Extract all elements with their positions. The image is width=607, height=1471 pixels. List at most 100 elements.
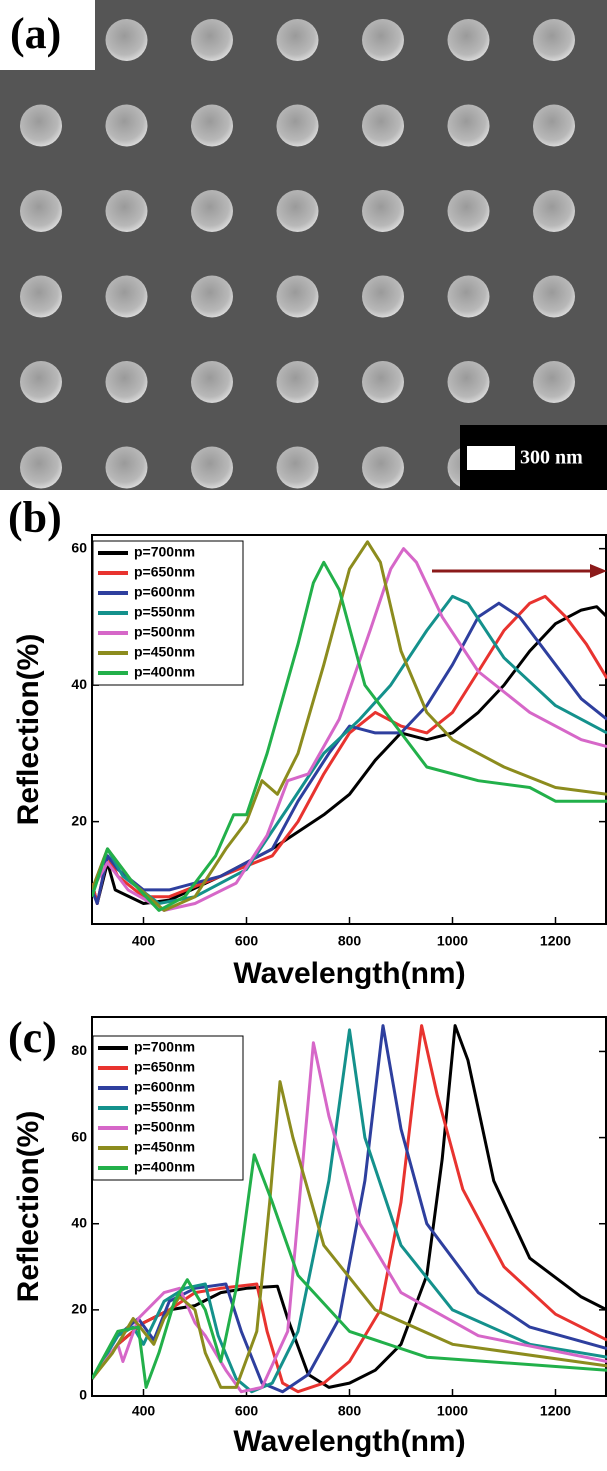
pillar (20, 275, 62, 318)
x-tick-label: 400 (132, 933, 156, 949)
pillar (20, 361, 62, 403)
legend-label: p=700nm (134, 544, 195, 560)
pillar (533, 190, 575, 232)
legend-label: p=600nm (134, 1079, 195, 1095)
pillar (20, 104, 62, 147)
y-axis-title: Reflection(%) (12, 634, 45, 826)
pillar (105, 19, 148, 61)
pillar (362, 104, 404, 147)
sem-background (0, 0, 607, 490)
series-lines (92, 540, 607, 912)
legend-label: p=450nm (134, 644, 195, 660)
y-tick-label: 20 (71, 812, 87, 828)
pillar (105, 446, 148, 489)
pillar (276, 19, 319, 61)
legend-label: p=400nm (134, 1159, 195, 1175)
legend-label: p=650nm (134, 564, 195, 580)
pillar (191, 361, 233, 403)
y-tick-label: 40 (71, 1214, 87, 1230)
y-tick-label: 40 (71, 676, 87, 692)
x-tick-label: 1000 (437, 933, 468, 949)
series-line (92, 594, 607, 905)
pillar (191, 446, 233, 489)
x-tick-label: 1200 (540, 933, 571, 949)
pillar (276, 361, 319, 403)
pillar (362, 190, 404, 232)
y-tick-label: 80 (71, 1042, 87, 1058)
panel-label: (c) (8, 1013, 57, 1062)
pillar (533, 19, 575, 61)
pillar (191, 190, 233, 232)
pillar (191, 104, 233, 147)
series-line (92, 1153, 607, 1389)
legend-label: p=450nm (134, 1139, 195, 1155)
x-tick-label: 800 (338, 1403, 362, 1419)
pillar (533, 361, 575, 403)
series-line (92, 1080, 607, 1389)
pillar (191, 19, 233, 61)
legend-label: p=600nm (134, 584, 195, 600)
pillar (362, 361, 404, 403)
pillar (533, 275, 575, 318)
shift-arrow (432, 564, 607, 578)
series-line (92, 540, 607, 912)
y-tick-label: 60 (71, 539, 87, 555)
series-line (92, 1024, 607, 1394)
chart: 400 600 800 1000 1200 20 40 60 p=700nm p=650nm p=6… (8, 493, 607, 990)
legend-label: p=500nm (134, 1119, 195, 1135)
legend-label: p=550nm (134, 1099, 195, 1115)
legend-label: p=400nm (134, 664, 195, 680)
pillar (362, 19, 404, 61)
legend-label: p=700nm (134, 1039, 195, 1055)
label-box (0, 0, 95, 70)
x-tick-label: 800 (338, 933, 362, 949)
pillar (105, 361, 148, 403)
pillar (105, 275, 148, 318)
x-tick-label: 400 (132, 1403, 156, 1419)
y-axis-title: Reflection(%) (12, 1111, 45, 1303)
pillar (276, 190, 319, 232)
pillar (276, 104, 319, 147)
chart: 400 600 800 1000 1200 0 20 40 60 80 p=700nm p=650nm… (8, 1013, 607, 1458)
series-line (92, 1024, 607, 1389)
series-line (92, 1028, 607, 1394)
pillar (191, 275, 233, 318)
pillar (105, 104, 148, 147)
panel-label: (a) (10, 9, 61, 58)
series-line (92, 1041, 607, 1394)
pillar (447, 104, 490, 147)
x-axis-title: Wavelength(nm) (233, 957, 465, 990)
x-tick-label: 1200 (540, 1403, 571, 1419)
x-tick-label: 600 (235, 1403, 259, 1419)
pillar (362, 275, 404, 318)
y-tick-label: 20 (71, 1301, 87, 1317)
panel-label: (b) (8, 493, 62, 542)
scale-bar-label: 300 nm (520, 447, 583, 469)
y-tick-label: 0 (79, 1387, 87, 1403)
y-tick-label: 60 (71, 1128, 87, 1144)
pillar (362, 446, 404, 489)
legend-label: p=500nm (134, 624, 195, 640)
pillar (447, 275, 490, 318)
series-line (92, 605, 607, 905)
pillar-array (20, 19, 575, 489)
pillar (447, 361, 490, 403)
legend-label: p=550nm (134, 604, 195, 620)
pillar (276, 275, 319, 318)
legend-label: p=650nm (134, 1059, 195, 1075)
x-tick-label: 1000 (437, 1403, 468, 1419)
scale-bar (467, 446, 515, 470)
pillar (276, 446, 319, 489)
pillar (105, 190, 148, 232)
pillar (447, 190, 490, 232)
sem-image: (a) 300 nm (0, 0, 607, 490)
pillar (447, 19, 490, 61)
pillar (533, 104, 575, 147)
pillar (20, 190, 62, 232)
series-lines (92, 1024, 607, 1394)
series-line (92, 560, 607, 912)
pillar (20, 446, 62, 489)
arrow-head (590, 564, 607, 578)
x-tick-label: 600 (235, 933, 259, 949)
